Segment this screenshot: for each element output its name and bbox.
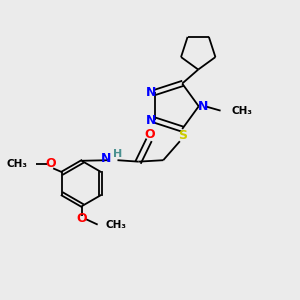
Text: N: N <box>146 86 156 99</box>
Text: N: N <box>146 114 156 127</box>
Text: N: N <box>198 100 208 113</box>
Text: O: O <box>76 212 87 225</box>
Text: S: S <box>178 129 187 142</box>
Text: O: O <box>145 128 155 141</box>
Text: H: H <box>113 149 122 159</box>
Text: CH₃: CH₃ <box>231 106 252 116</box>
Text: CH₃: CH₃ <box>7 159 28 169</box>
Text: O: O <box>45 158 56 170</box>
Text: CH₃: CH₃ <box>106 220 127 230</box>
Text: N: N <box>100 152 111 165</box>
